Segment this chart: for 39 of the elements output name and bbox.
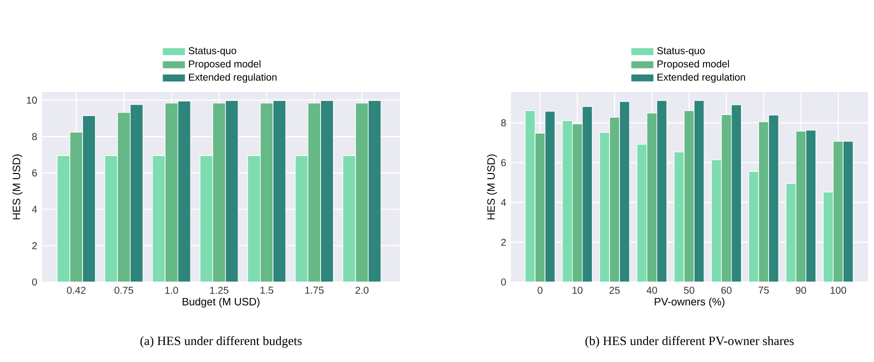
y-tick-label: 4	[32, 206, 38, 213]
y-tick-label: 8	[32, 133, 37, 140]
legend-label: Status-quo	[188, 47, 236, 56]
y-tick-label: 6	[501, 159, 506, 166]
legend-label: Extended regulation	[658, 73, 746, 83]
y-axis-title: HES (M USD)	[12, 154, 22, 220]
y-axis-title: HES (M USD)	[486, 154, 497, 220]
x-tick-label: 1.25	[210, 286, 228, 294]
x-tick-label: 1.0	[165, 286, 178, 294]
y-tick-label: 2	[501, 238, 506, 246]
legend-label: Status-quo	[657, 47, 705, 56]
x-tick-label: 50	[684, 286, 694, 294]
y-tick-label: 4	[500, 198, 506, 206]
x-tick-label: 0.42	[66, 286, 86, 294]
y-tick-label: 6	[32, 169, 37, 176]
x-tick-label: 2.0	[355, 286, 368, 294]
text: (b) HES under different PV-owner shares	[585, 336, 794, 348]
x-axis-title: Budget (M USD)	[182, 298, 260, 308]
x-tick-label: 1.75	[305, 286, 324, 294]
legend-label: Proposed model	[189, 60, 260, 70]
legend-label: Proposed model	[658, 60, 729, 70]
y-tick-label: 0	[32, 278, 37, 286]
x-tick-label: 0.75	[114, 286, 134, 294]
y-tick-label: 0	[501, 278, 506, 286]
x-tick-label: 40	[646, 286, 658, 294]
x-tick-label: 75	[758, 286, 769, 294]
text: (a) HES under different budgets	[140, 336, 302, 348]
x-axis-title: PV-owners (%)	[654, 298, 724, 308]
x-tick-label: 100	[830, 286, 846, 294]
x-tick-label: 60	[721, 286, 732, 294]
x-tick-label: 90	[796, 286, 806, 294]
y-tick-label: 8	[501, 119, 506, 126]
x-tick-label: 0	[538, 286, 542, 294]
y-tick-label: 2	[32, 242, 37, 250]
x-tick-label: 1.5	[260, 286, 274, 294]
legend-label: Extended regulation	[189, 73, 277, 83]
y-tick-label: 10	[26, 96, 37, 104]
x-tick-label: 10	[572, 286, 582, 294]
x-tick-label: 25	[610, 286, 620, 294]
